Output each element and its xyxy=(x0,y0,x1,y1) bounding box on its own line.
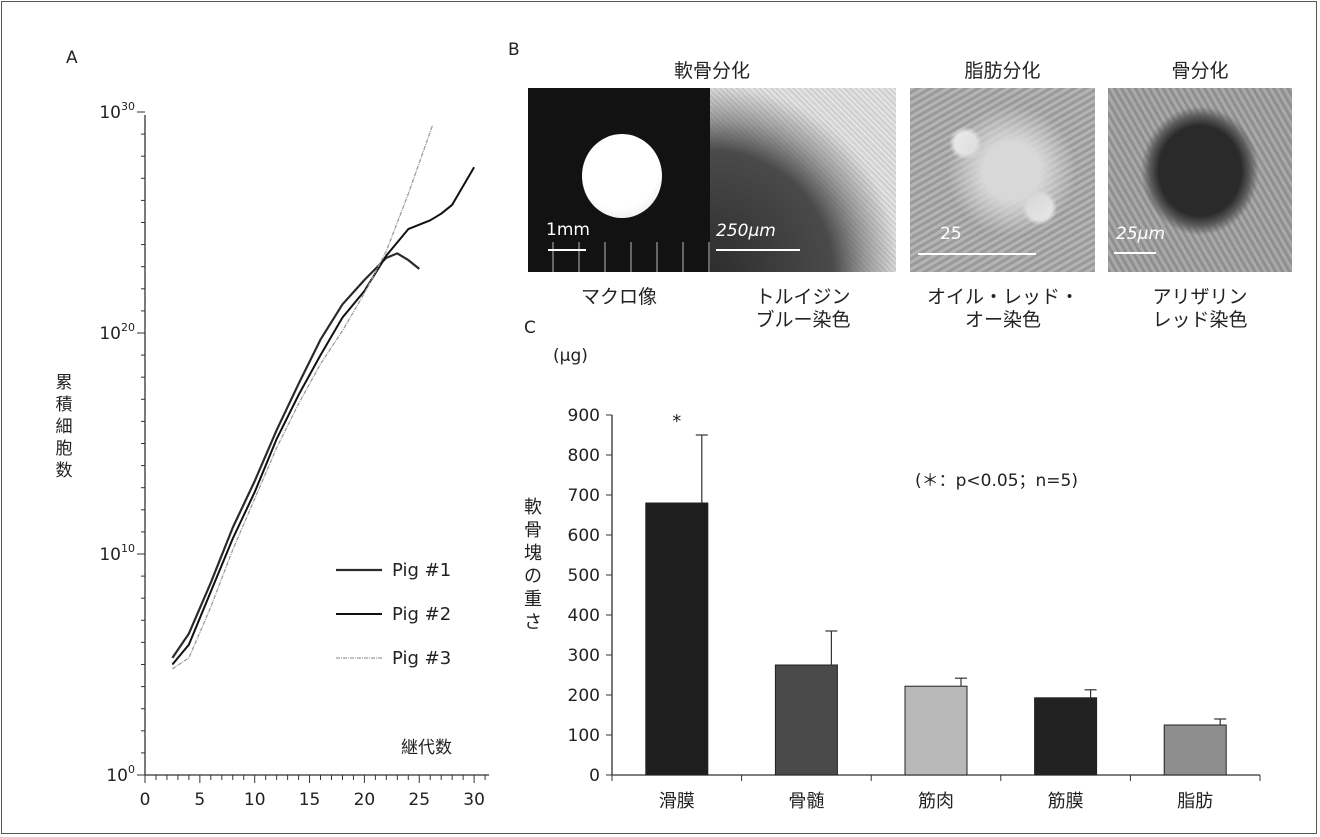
toluidine-scale-bar xyxy=(716,249,800,251)
macro-scale-bar xyxy=(548,249,586,251)
toluidine-scale-text: 250μm xyxy=(716,221,776,241)
panel-a-legend: Pig #1 Pig #2 Pig #3 xyxy=(336,560,451,669)
c-y-tick-label: 600 xyxy=(568,526,600,546)
x-tick-label: 5 xyxy=(194,790,205,810)
panel-c-letter: C xyxy=(524,318,536,338)
legend-label-pig-1: Pig #1 xyxy=(392,560,451,581)
c-category-label: 滑膜 xyxy=(659,791,695,812)
x-tick-label: 20 xyxy=(354,790,376,810)
bar-1 xyxy=(774,664,838,776)
c-y-tick-label: 800 xyxy=(568,446,600,466)
oil-red-scale-bar xyxy=(918,253,1036,255)
panel-c-unit: (μg) xyxy=(553,346,588,366)
pellet-blob xyxy=(582,134,662,218)
panel-a-x-axis-label: 継代数 xyxy=(401,738,452,758)
panel-a-letter: A xyxy=(66,48,78,68)
panel-a-series-lines xyxy=(171,125,475,670)
c-y-tick-label: 900 xyxy=(568,406,600,426)
legend-label-pig-3: Pig #3 xyxy=(392,648,451,669)
y-tick-label: 1030 xyxy=(99,100,135,123)
panel-b-letter: B xyxy=(508,40,520,60)
title-chondrogenic: 軟骨分化 xyxy=(673,60,750,82)
significance-star: * xyxy=(672,411,681,432)
c-y-tick-label: 500 xyxy=(568,566,600,586)
alizarin-scale-bar xyxy=(1114,252,1156,254)
x-tick-label: 0 xyxy=(140,790,151,810)
panel-a-y-axis-label: 累積細胞数 xyxy=(55,373,73,481)
x-tick-label: 10 xyxy=(244,790,266,810)
bar-2 xyxy=(904,685,968,776)
c-y-tick-label: 400 xyxy=(568,606,600,626)
oil-red-photo: 25 xyxy=(910,88,1095,272)
caption-alizarin: アリザリン レッド染色 xyxy=(1152,286,1248,331)
c-y-tick-label: 300 xyxy=(568,646,600,666)
ruler-marks xyxy=(528,242,710,272)
oil-red-scale-text: 25 xyxy=(940,224,962,244)
panel-c-y-axis-label: 軟骨塊の重さ xyxy=(524,497,542,633)
panel-c-significance-note: (＊：p<0.05；n=5) xyxy=(915,471,1078,491)
legend-label-pig-2: Pig #2 xyxy=(392,604,451,625)
c-y-tick-label: 700 xyxy=(568,486,600,506)
macro-scale-text: 1mm xyxy=(546,220,590,240)
x-tick-label: 15 xyxy=(299,790,321,810)
panel-c-bars xyxy=(645,434,1227,776)
title-adipogenic: 脂肪分化 xyxy=(964,60,1041,82)
bar-0 xyxy=(645,502,709,776)
alizarin-photo: 25μm xyxy=(1108,88,1292,272)
c-y-tick-label: 0 xyxy=(589,766,600,786)
caption-oil-red: オイル・レッド・ オー染色 xyxy=(926,286,1079,331)
x-tick-label: 25 xyxy=(408,790,430,810)
alizarin-scale-text: 25μm xyxy=(1116,224,1166,244)
toluidine-photo: 250μm xyxy=(710,88,896,272)
title-osteogenic: 骨分化 xyxy=(1171,60,1229,82)
c-y-tick-label: 200 xyxy=(568,686,600,706)
bar-3 xyxy=(1034,697,1098,776)
c-category-label: 骨髄 xyxy=(788,791,824,812)
c-category-label: 筋膜 xyxy=(1048,791,1084,812)
y-tick-label: 1020 xyxy=(99,321,135,344)
series-line-pig-2 xyxy=(171,166,475,666)
macro-photo: 1mm xyxy=(528,88,710,272)
x-tick-label: 30 xyxy=(463,790,485,810)
c-category-label: 脂肪 xyxy=(1177,791,1213,812)
series-line-pig-1 xyxy=(171,252,420,659)
bar-4 xyxy=(1163,724,1227,776)
caption-toluidine: トルイジン ブルー染色 xyxy=(755,286,851,331)
panel-a-axes xyxy=(137,111,490,783)
panel-c-labels: 0 100 200 300 400 500 600 700 800 900 * 滑膜 骨髄 筋肉 筋膜 脂肪 xyxy=(568,406,1214,812)
y-tick-label: 1010 xyxy=(99,542,135,565)
c-category-label: 筋肉 xyxy=(918,791,954,812)
panel-a-tick-labels: 0 5 10 15 20 25 30 100 1010 1020 1030 xyxy=(99,100,485,810)
y-tick-label: 100 xyxy=(106,763,135,786)
caption-macro: マクロ像 xyxy=(580,286,657,308)
cartilage-weight-bar-chart: 0 100 200 300 400 500 600 700 800 900 * 滑膜 骨髄 筋肉 筋膜 脂肪 xyxy=(568,406,1261,812)
c-y-tick-label: 100 xyxy=(568,726,600,746)
cumulative-cells-line-chart: 0 5 10 15 20 25 30 100 1010 1020 1030 Pig #1 Pig #2… xyxy=(99,100,490,810)
